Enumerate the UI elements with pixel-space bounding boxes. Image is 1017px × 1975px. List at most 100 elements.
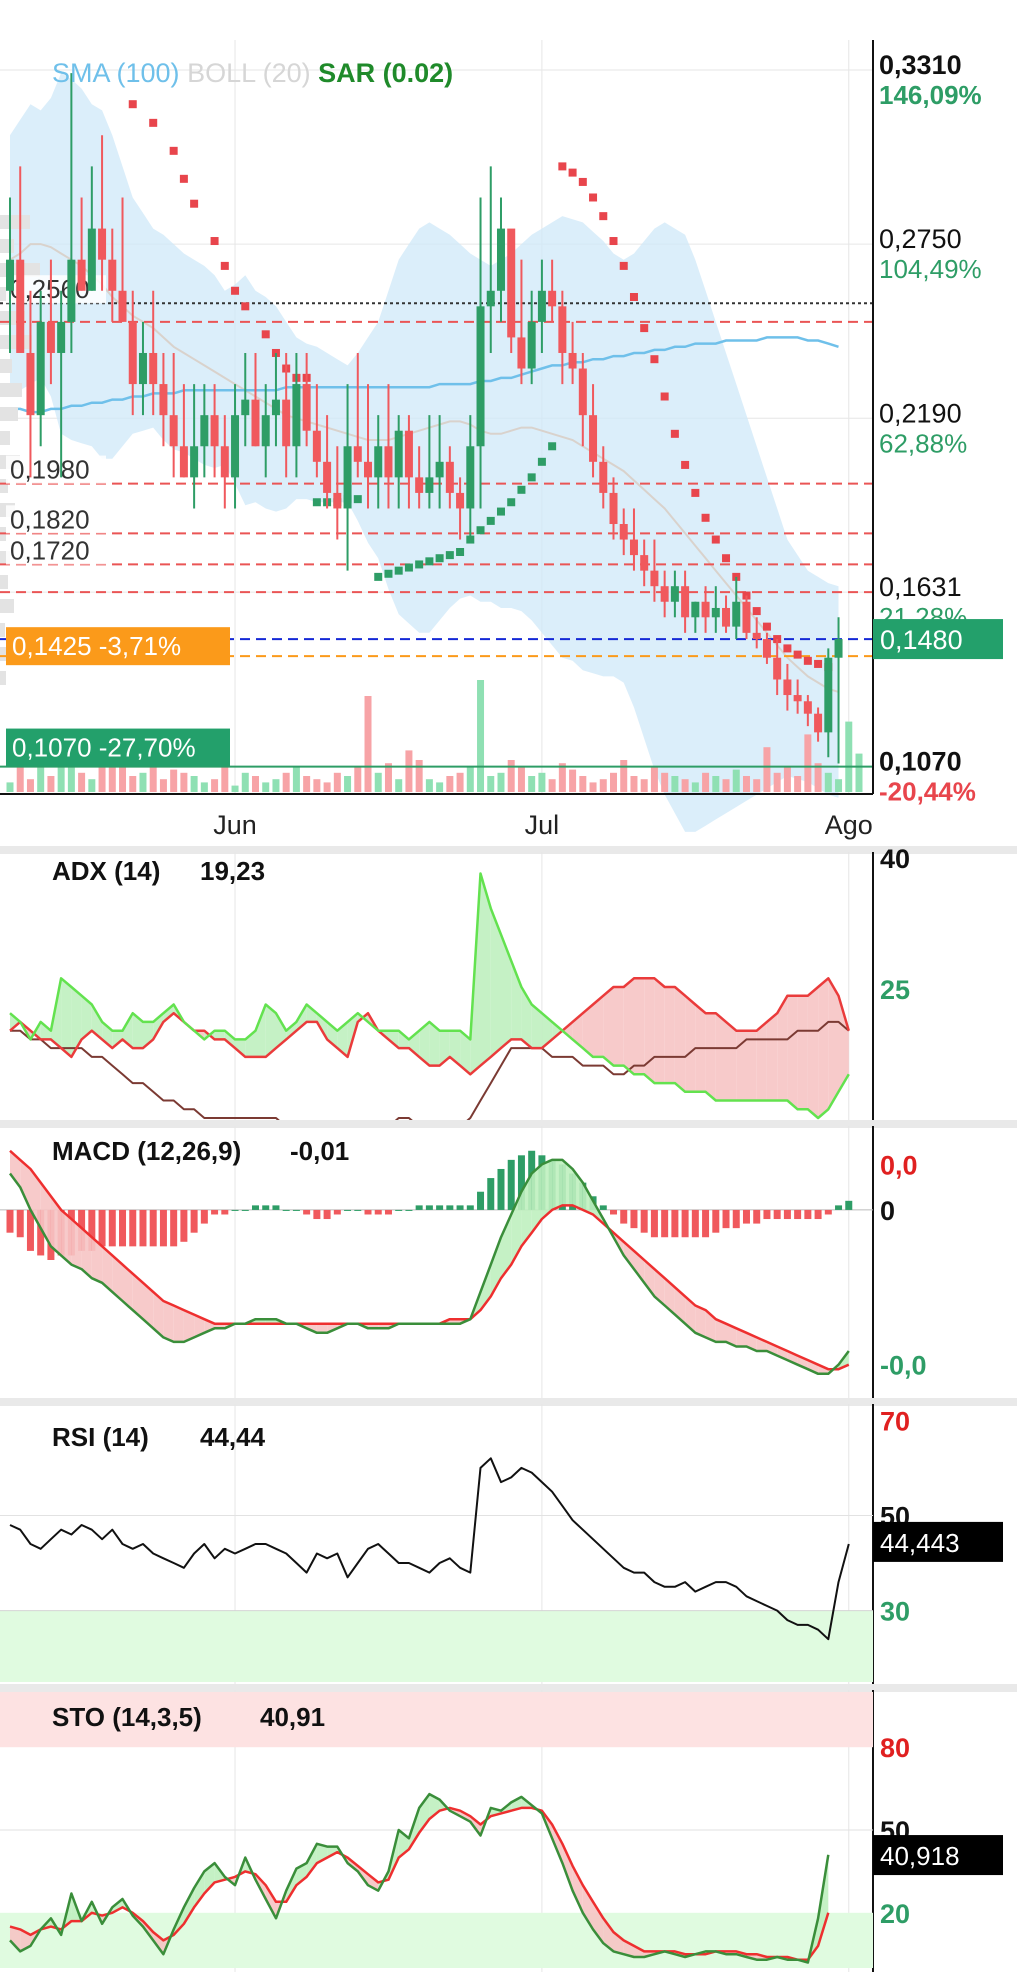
adx-di-fill <box>511 960 522 1040</box>
volume-bar <box>313 779 321 792</box>
sar-dot <box>128 100 137 109</box>
adx-di-fill <box>715 1013 726 1101</box>
candle-body <box>445 461 454 493</box>
macd-histogram-bar <box>497 1168 505 1210</box>
macd-histogram-bar <box>395 1209 403 1211</box>
candle-body <box>783 679 792 696</box>
macd-histogram-bar <box>190 1209 198 1233</box>
sar-dot <box>568 168 577 177</box>
candle-body <box>742 601 751 633</box>
candle-body <box>98 228 107 260</box>
volume-bar <box>159 779 167 792</box>
sar-dot <box>476 526 485 535</box>
candle-body <box>548 290 557 307</box>
adx-di-fill <box>265 1004 276 1057</box>
macd-histogram-bar <box>845 1200 853 1210</box>
volume-bar <box>650 766 658 792</box>
volume-bar <box>436 782 444 792</box>
price-axis-bg <box>873 40 1017 796</box>
candle-body <box>456 492 465 509</box>
candle-body <box>824 657 833 733</box>
indicator-name: ADX (14) <box>52 856 160 886</box>
adx-di-fill <box>163 1004 174 1022</box>
volume-bar <box>517 766 525 792</box>
volume-bar <box>702 772 710 792</box>
volume-bar <box>558 763 566 792</box>
sto-kd-fill <box>562 1843 573 1891</box>
sto-kd-fill <box>163 1929 174 1955</box>
adx-di-fill <box>685 995 696 1092</box>
sto-tick-label: 80 <box>880 1733 910 1763</box>
candle-body <box>711 607 720 618</box>
sto-kd-fill <box>306 1843 317 1877</box>
price-tick-label: 0,2750 <box>879 224 962 254</box>
adx-di-fill <box>276 1013 287 1049</box>
macd-histogram-bar <box>517 1155 525 1210</box>
sar-dot <box>599 212 608 221</box>
volume-bar <box>251 776 259 792</box>
macd-signal-fill <box>807 1360 819 1374</box>
adx-di-fill <box>122 1013 133 1049</box>
rsi-last-value-text: 44,443 <box>880 1528 960 1558</box>
candle-body <box>210 415 219 447</box>
candle-body <box>834 639 843 658</box>
candle-body <box>302 384 311 431</box>
volume-profile-bar <box>0 431 10 445</box>
bollinger-mid-line <box>9 243 839 693</box>
adx-di-fill <box>388 1030 399 1049</box>
volume-profile-bar <box>0 575 8 589</box>
volume-bar <box>149 763 157 792</box>
volume-bar <box>732 769 740 792</box>
volume-bar <box>477 680 485 792</box>
volume-profile-bar <box>0 647 9 661</box>
volume-bar <box>446 776 454 792</box>
sar-dot <box>210 237 219 246</box>
candle-body <box>507 228 516 338</box>
volume-bar <box>425 779 433 792</box>
macd-histogram-bar <box>425 1205 433 1210</box>
macd-signal-fill <box>112 1255 123 1301</box>
green-price-tag <box>6 728 230 767</box>
sar-dot <box>231 286 240 295</box>
candle-body <box>732 601 741 627</box>
macd-histogram-bar <box>610 1209 618 1215</box>
candle-body <box>670 586 679 602</box>
macd-histogram-bar <box>783 1209 791 1220</box>
volume-bar <box>824 772 832 792</box>
volume-bar <box>333 772 341 792</box>
adx-di-fill <box>91 1004 103 1040</box>
macd-histogram-bar <box>26 1209 34 1251</box>
macd-signal-fill <box>81 1228 92 1279</box>
orange-price-tag-text: 0,1425 -3,71% <box>12 631 181 661</box>
volume-bar <box>610 772 618 792</box>
macd-signal-fill <box>163 1301 174 1342</box>
candle-body <box>537 290 546 322</box>
sar-dot <box>578 177 587 186</box>
sto-zone <box>0 1912 873 1968</box>
volume-profile-bar <box>0 383 22 397</box>
adx-di-fill <box>480 873 491 1066</box>
price-tick-label: 0,3310 <box>879 50 962 80</box>
last-price-tag <box>873 619 1003 660</box>
macd-histogram-bar <box>221 1209 229 1215</box>
indicator-value: 19,23 <box>200 856 265 886</box>
volume-bar <box>845 721 853 792</box>
macd-histogram-bar <box>712 1209 720 1233</box>
adx-di-fill <box>726 1021 737 1101</box>
sar-dot <box>537 457 546 466</box>
adx-separator <box>0 846 1017 854</box>
legend-item: BOLL (20) <box>180 58 311 88</box>
adx-di-fill <box>562 1021 573 1040</box>
volume-bar <box>507 760 515 792</box>
adx-di-fill <box>449 1030 461 1066</box>
candle-body <box>282 399 291 447</box>
sma-line <box>10 336 839 414</box>
sar-dot <box>415 560 424 569</box>
volume-bar <box>129 776 137 792</box>
candle-body <box>261 415 270 447</box>
candle-body <box>814 713 823 733</box>
adx-tick-label: 40 <box>880 844 910 874</box>
